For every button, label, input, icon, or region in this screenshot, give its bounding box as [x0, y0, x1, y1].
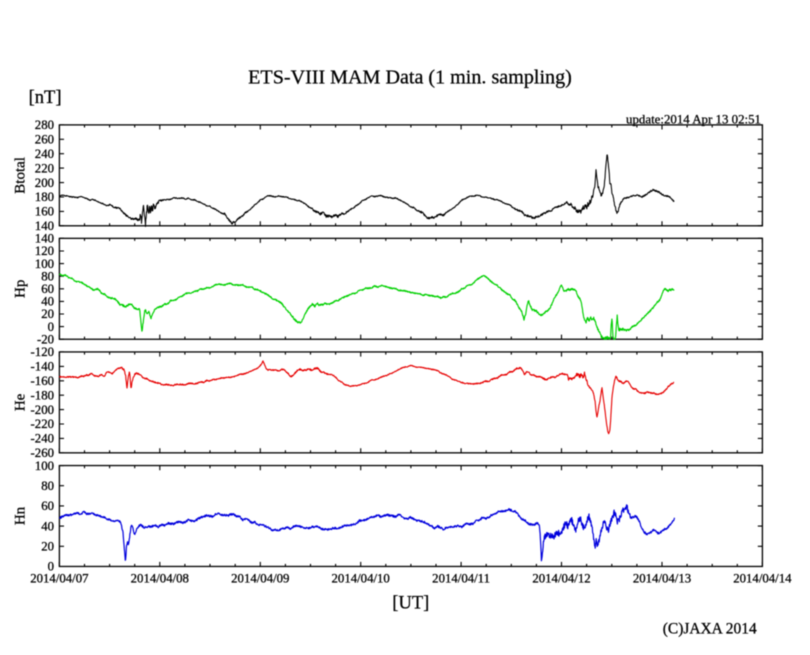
svg-text:[nT]: [nT]: [29, 88, 62, 108]
svg-text:-180: -180: [31, 388, 54, 402]
svg-text:180: 180: [35, 190, 54, 204]
svg-text:-160: -160: [31, 374, 54, 388]
svg-text:40: 40: [41, 519, 54, 533]
svg-text:Hn: Hn: [13, 506, 29, 525]
svg-text:-260: -260: [31, 446, 54, 460]
svg-text:0: 0: [48, 560, 54, 574]
svg-text:Btotal: Btotal: [13, 157, 29, 194]
svg-text:140: 140: [35, 232, 54, 246]
svg-text:ETS-VIII MAM Data (1 min. samp: ETS-VIII MAM Data (1 min. sampling): [248, 66, 572, 88]
svg-text:160: 160: [35, 205, 54, 219]
svg-text:60: 60: [41, 499, 54, 513]
svg-text:2014/04/13: 2014/04/13: [633, 571, 691, 585]
svg-text:-140: -140: [31, 360, 54, 374]
svg-text:100: 100: [35, 257, 54, 271]
svg-text:update:2014 Apr 13 02:51: update:2014 Apr 13 02:51: [626, 113, 761, 127]
svg-text:60: 60: [41, 282, 54, 296]
svg-text:Hp: Hp: [13, 280, 29, 298]
svg-text:80: 80: [41, 479, 54, 493]
svg-text:2014/04/10: 2014/04/10: [332, 571, 390, 585]
svg-text:80: 80: [41, 269, 54, 283]
svg-text:120: 120: [35, 244, 54, 258]
svg-text:2014/04/11: 2014/04/11: [432, 571, 490, 585]
svg-text:200: 200: [35, 176, 54, 190]
svg-text:(C)JAXA 2014: (C)JAXA 2014: [663, 621, 757, 638]
svg-text:2014/04/07: 2014/04/07: [30, 571, 89, 585]
svg-text:140: 140: [35, 219, 54, 233]
svg-text:260: 260: [35, 133, 54, 147]
svg-text:40: 40: [41, 295, 54, 309]
svg-text:He: He: [13, 393, 29, 411]
svg-text:20: 20: [41, 307, 54, 321]
svg-text:-20: -20: [37, 332, 54, 346]
svg-text:220: 220: [35, 161, 54, 175]
svg-text:100: 100: [35, 459, 54, 473]
svg-text:-200: -200: [31, 403, 54, 417]
svg-text:0: 0: [48, 320, 54, 334]
svg-text:240: 240: [35, 147, 54, 161]
svg-text:[UT]: [UT]: [392, 593, 429, 613]
svg-text:-220: -220: [31, 417, 54, 431]
svg-text:20: 20: [41, 540, 54, 554]
svg-text:-240: -240: [31, 432, 54, 446]
svg-text:2014/04/12: 2014/04/12: [532, 571, 590, 585]
svg-text:2014/04/08: 2014/04/08: [131, 571, 189, 585]
svg-text:2014/04/14: 2014/04/14: [733, 571, 792, 585]
svg-text:-120: -120: [31, 345, 54, 359]
svg-text:280: 280: [35, 118, 54, 132]
svg-text:2014/04/09: 2014/04/09: [231, 571, 289, 585]
